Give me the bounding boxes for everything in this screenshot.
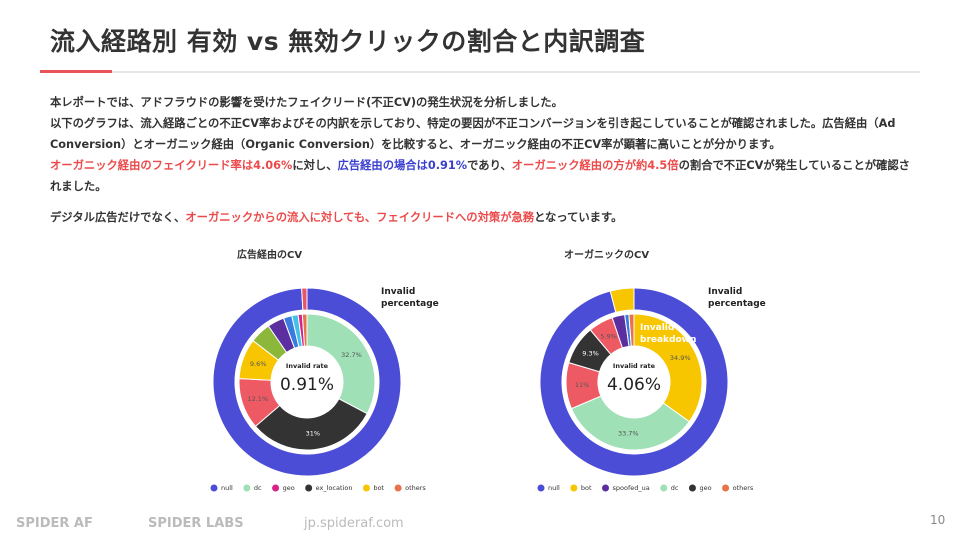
donut-segment [254,398,368,451]
center-label: Invalid rate [286,362,329,370]
donut-segment [301,287,308,311]
donut-segment [539,287,729,477]
legend-label: null [221,484,233,492]
value-label: 12.1% [247,395,268,403]
slide-title: 流入経路別 有効 vs 無効クリックの割合と内訳調査 [50,27,646,56]
legend-label: others [405,484,426,492]
value-label: 11% [575,381,589,389]
legend-label: null [548,484,560,492]
legend-swatch [394,484,402,492]
legend-label: others [733,484,754,492]
text-run: に対し、 [292,159,338,172]
footer-url: jp.spideraf.com [304,516,404,531]
legend-swatch [602,484,610,492]
donut-segment [212,287,402,477]
text-run: の割合で不正CVが発生していることが確認されました。 [50,159,910,193]
legend-swatch [243,484,251,492]
text-run: であり、 [467,159,512,172]
legend-swatch [688,484,696,492]
legend-label: geo [283,484,295,492]
paragraph: 本レポートでは、アドフラウドの影響を受けたフェイクリード(不正CV)の発生状況を… [50,92,910,113]
page-number: 10 [930,513,946,527]
outer-label: Invalid percentage [381,287,439,309]
value-label: 9.6% [250,360,267,368]
legend-label: bot [373,484,384,492]
legend-label: dc [254,484,262,492]
legend-swatch [660,484,668,492]
center-hole [599,347,669,417]
value-label: 31% [306,430,320,438]
legend-swatch [537,484,545,492]
chart-title: 広告経由のCV [237,248,302,261]
center-hole [272,347,342,417]
footer-logo: SPIDER LABS [148,516,244,531]
legend-label: geo [699,484,711,492]
value-label: 34.9% [670,354,691,362]
inner-label: Invalid breakdown [640,323,697,345]
donut-segment [633,313,703,423]
donut-segment [628,313,635,347]
donut-segment [570,395,690,451]
value-label: 9.3% [582,349,599,357]
value-label: 33.7% [618,430,639,438]
title-accent [40,70,112,73]
legend-swatch [305,484,313,492]
legend-swatch [722,484,730,492]
center-value: 4.06% [607,375,661,395]
legend-label: ex_location [316,484,353,492]
center-value: 0.91% [280,375,334,395]
legend-label: spoofed_ua [613,484,650,492]
donut-segment [306,313,376,415]
paragraph: 以下のグラフは、流入経路ごとの不正CV率およびその内訳を示しており、特定の要因が… [50,113,910,155]
center-label: Invalid rate [613,362,656,370]
paragraph: デジタル広告だけでなく、オーガニックからの流入に対しても、フェイクリードへの対策… [50,207,910,228]
legend-swatch [210,484,218,492]
text-run: 以下のグラフは、流入経路ごとの不正CV率およびその内訳を示しており、特定の要因が… [50,117,896,151]
legend-swatch [570,484,578,492]
value-label: 5.9% [600,333,617,341]
legend-label: dc [671,484,679,492]
footer-logo: SPIDER AF [16,516,93,531]
text-run: 広告経由の場合は0.91% [337,159,468,172]
chart-title: オーガニックのCV [564,248,649,261]
donut-segment [301,313,308,347]
text-run: オーガニック経由の方が約4.5倍 [511,159,679,172]
title-rule [40,71,920,73]
value-label: 32.7% [341,351,362,359]
legend-swatch [272,484,280,492]
paragraph: オーガニック経由のフェイクリード率は4.06%に対し、広告経由の場合は0.91%… [50,155,910,197]
donut-segment [609,287,635,313]
outer-label: Invalid percentage [708,287,766,309]
text-run: デジタル広告だけでなく、 [50,211,186,224]
text-run: 本レポートでは、アドフラウドの影響を受けたフェイクリード(不正CV)の発生状況を… [50,96,563,109]
text-run: オーガニック経由のフェイクリード率は4.06% [50,159,293,172]
legend-label: bot [581,484,592,492]
text-run: オーガニックからの流入に対しても、フェイクリードへの対策が急務 [185,211,535,224]
body-text: 本レポートでは、アドフラウドの影響を受けたフェイクリード(不正CV)の発生状況を… [50,92,910,238]
text-run: となっています。 [534,211,623,224]
charts: 広告経由のCV 32.7% 31% 12.1% 9.6% Invalid rate 0.91… [210,248,754,492]
legend-swatch [362,484,370,492]
